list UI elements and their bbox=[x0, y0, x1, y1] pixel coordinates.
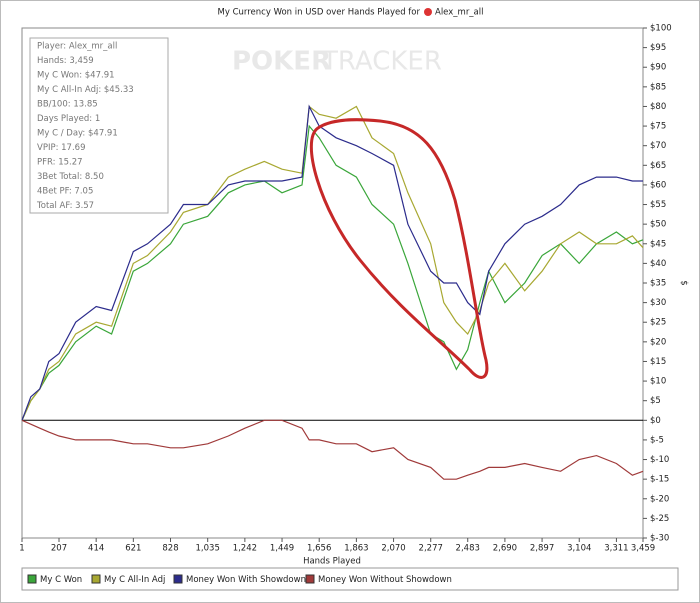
y-tick-label: $95 bbox=[650, 43, 666, 53]
y-tick-label: $80 bbox=[650, 102, 666, 112]
y-tick-label: $85 bbox=[650, 82, 666, 92]
legend-label[interactable]: My C Won bbox=[40, 575, 82, 585]
x-tick-label: 2,897 bbox=[530, 544, 554, 554]
info-box bbox=[29, 37, 169, 214]
x-tick-label: 1,449 bbox=[270, 544, 294, 554]
x-tick-label: 1 bbox=[19, 544, 24, 554]
x-axis-label: Hands Played bbox=[303, 557, 361, 567]
y-tick-label: $-20 bbox=[650, 494, 669, 504]
info-line: Hands: 3,459 bbox=[37, 56, 94, 66]
legend-swatch[interactable] bbox=[91, 574, 101, 584]
x-tick-label: 414 bbox=[88, 544, 104, 554]
chart-title-player: Alex_mr_all bbox=[435, 8, 484, 18]
y-tick-label: $65 bbox=[650, 161, 666, 171]
legend-swatch[interactable] bbox=[27, 574, 37, 584]
x-tick-label: 207 bbox=[51, 544, 67, 554]
y-tick-label: $0 bbox=[650, 416, 661, 426]
y-tick-label: $70 bbox=[650, 141, 666, 151]
y-tick-label: $55 bbox=[650, 200, 666, 210]
y-axis-label: $ bbox=[679, 280, 689, 285]
legend-swatch[interactable] bbox=[305, 574, 315, 584]
player-icon bbox=[424, 8, 432, 16]
chart-title: My Currency Won in USD over Hands Played… bbox=[218, 8, 421, 18]
y-tick-label: $-5 bbox=[650, 435, 664, 445]
annotation-circle bbox=[309, 118, 489, 379]
info-line: My C / Day: $47.91 bbox=[37, 129, 118, 139]
x-tick-label: 3,459 bbox=[631, 544, 655, 554]
legend-label[interactable]: My C All-In Adj bbox=[104, 575, 165, 585]
y-tick-label: $-25 bbox=[650, 514, 669, 524]
y-tick-label: $60 bbox=[650, 180, 666, 190]
info-line: 3Bet Total: 8.50 bbox=[37, 172, 104, 182]
info-line: BB/100: 13.85 bbox=[37, 100, 98, 110]
x-tick-label: 3,311 bbox=[604, 544, 628, 554]
x-tick-label: 1,656 bbox=[307, 544, 331, 554]
y-tick-label: $5 bbox=[650, 396, 661, 406]
y-tick-label: $45 bbox=[650, 239, 666, 249]
info-line: Days Played: 1 bbox=[37, 114, 100, 124]
legend-swatch[interactable] bbox=[173, 574, 183, 584]
y-tick-label: $-30 bbox=[650, 534, 669, 544]
x-tick-label: 2,070 bbox=[381, 544, 405, 554]
y-tick-label: $90 bbox=[650, 63, 666, 73]
x-tick-label: 621 bbox=[125, 544, 141, 554]
y-tick-label: $10 bbox=[650, 377, 666, 387]
legend-label[interactable]: Money Won Without Showdown bbox=[318, 575, 452, 585]
y-tick-label: $100 bbox=[650, 24, 672, 34]
info-line: 4Bet PF: 7.05 bbox=[37, 187, 93, 197]
watermark: TRACKER bbox=[321, 47, 442, 77]
x-tick-label: 2,690 bbox=[493, 544, 517, 554]
y-tick-label: $50 bbox=[650, 220, 666, 230]
y-tick-label: $75 bbox=[650, 122, 666, 132]
legend-label[interactable]: Money Won With Showdown bbox=[186, 575, 306, 585]
info-line: Total AF: 3.57 bbox=[36, 201, 94, 211]
info-line: VPIP: 17.69 bbox=[37, 143, 85, 153]
x-tick-label: 2,483 bbox=[456, 544, 480, 554]
x-tick-label: 2,277 bbox=[419, 544, 443, 554]
info-line: My C Won: $47.91 bbox=[37, 71, 115, 81]
y-tick-label: $-15 bbox=[650, 475, 669, 485]
series-line bbox=[21, 419, 644, 480]
y-tick-label: $30 bbox=[650, 298, 666, 308]
watermark: POKER bbox=[232, 47, 331, 77]
series-line bbox=[21, 105, 644, 421]
y-tick-label: $-10 bbox=[650, 455, 669, 465]
legend bbox=[21, 567, 679, 591]
y-tick-label: $20 bbox=[650, 337, 666, 347]
x-tick-label: 3,104 bbox=[567, 544, 591, 554]
x-tick-label: 828 bbox=[162, 544, 178, 554]
info-line: PFR: 15.27 bbox=[37, 158, 83, 168]
y-tick-label: $40 bbox=[650, 259, 666, 269]
series-line bbox=[21, 104, 643, 421]
x-tick-label: 1,035 bbox=[196, 544, 220, 554]
info-line: Player: Alex_mr_all bbox=[37, 42, 117, 52]
y-tick-label: $15 bbox=[650, 357, 666, 367]
y-tick-label: $35 bbox=[650, 279, 666, 289]
x-tick-label: 1,863 bbox=[344, 544, 368, 554]
series-line bbox=[21, 124, 644, 421]
y-tick-label: $25 bbox=[650, 318, 666, 328]
info-line: My C All-In Adj: $45.33 bbox=[37, 85, 134, 95]
x-tick-label: 1,242 bbox=[233, 544, 257, 554]
